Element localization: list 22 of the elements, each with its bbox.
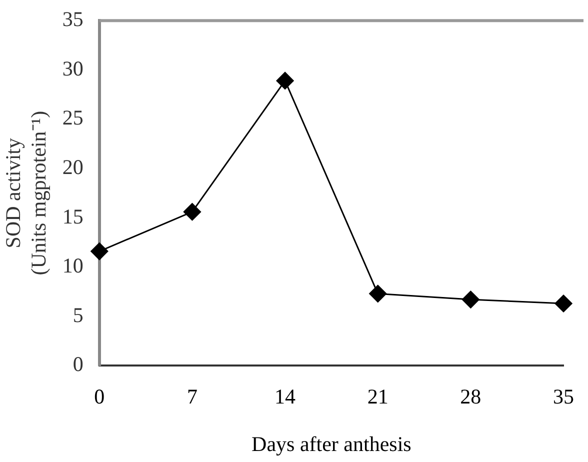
x-tick-label: 28 — [460, 384, 482, 409]
y-axis-title: SOD activity (Units mgprotein⁻¹) — [1, 110, 50, 276]
point — [90, 242, 108, 260]
point — [554, 294, 572, 312]
point — [462, 290, 480, 308]
y-tick-label: 10 — [62, 254, 84, 278]
x-axis-title: Days after anthesis — [252, 432, 412, 456]
y-tick-label: 0 — [72, 352, 84, 376]
x-tick-label: 21 — [367, 384, 388, 409]
x-tick-label: 14 — [274, 384, 296, 409]
x-tick-label: 0 — [94, 384, 105, 409]
y-tick-label: 25 — [62, 106, 84, 130]
x-tick-label: 35 — [553, 384, 574, 409]
point — [369, 284, 387, 302]
x-tick-label: 7 — [186, 384, 198, 409]
y-tick-label: 20 — [62, 154, 84, 179]
y-tick-label: 35 — [62, 7, 84, 32]
y-tick-label: 15 — [62, 204, 84, 228]
y-tick-label: 5 — [72, 302, 84, 327]
y-tick-label: 30 — [62, 56, 84, 80]
point — [183, 203, 201, 221]
point — [276, 72, 294, 90]
